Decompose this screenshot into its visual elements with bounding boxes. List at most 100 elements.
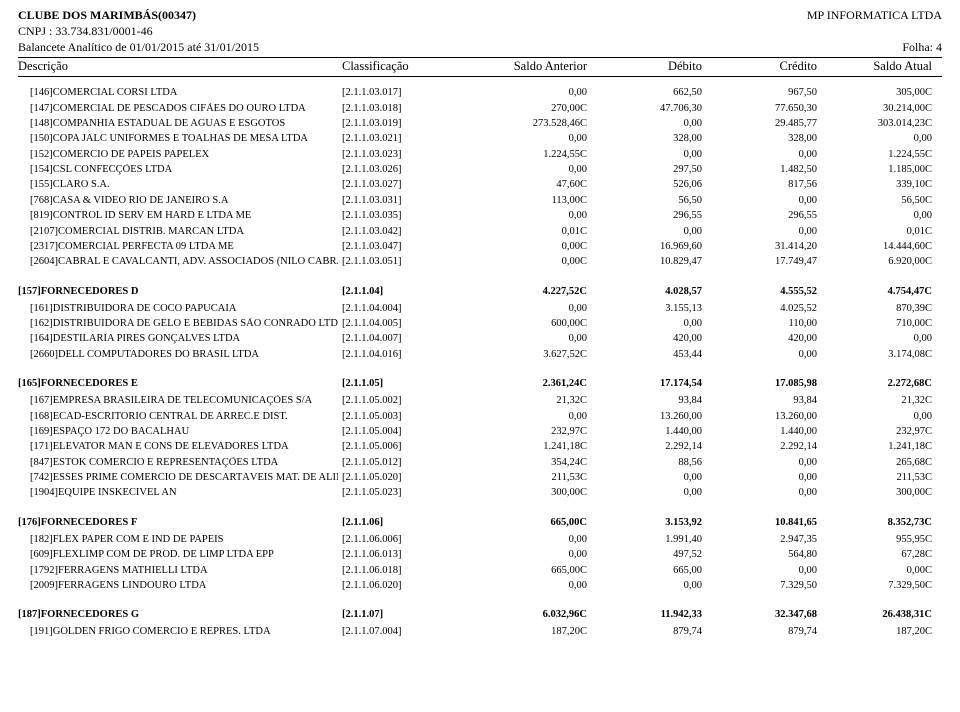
col-credito: Crédito <box>708 59 823 74</box>
cell-saldo-atual: 67,28C <box>823 549 938 560</box>
cell-debito: 453,44 <box>593 349 708 360</box>
cell-credito: 4.555,52 <box>708 286 823 297</box>
cell-saldo-anterior: 6.032,96C <box>478 609 593 620</box>
cell-debito: 17.174,54 <box>593 378 708 389</box>
cell-classificacao: [2.1.1.05.020] <box>338 472 478 483</box>
cell-saldo-anterior: 211,53C <box>478 472 593 483</box>
table-row: [152]COMERCIO DE PAPEIS PAPELEX[2.1.1.03… <box>18 147 942 162</box>
col-saldo-atual: Saldo Atual <box>823 59 938 74</box>
cell-debito: 1.440,00 <box>593 426 708 437</box>
column-header-row: Descrição Classificação Saldo Anterior D… <box>18 59 942 74</box>
table-row: [182]FLEX PAPER COM E IND DE PAPEIS[2.1.… <box>18 532 942 547</box>
cell-saldo-atual: 955,95C <box>823 534 938 545</box>
table-row: [742]ESSES PRIME COMERCIO DE DESCARTÁVEI… <box>18 470 942 485</box>
cell-saldo-anterior: 187,20C <box>478 626 593 637</box>
table-row: [609]FLEXLIMP COM DE PROD. DE LIMP LTDA … <box>18 547 942 562</box>
cell-saldo-atual: 56,50C <box>823 195 938 206</box>
cell-saldo-anterior: 21,32C <box>478 395 593 406</box>
cell-credito: 93,84 <box>708 395 823 406</box>
cell-saldo-atual: 0,00 <box>823 133 938 144</box>
table-row: [768]CASA & VIDEO RIO DE JANEIRO S.A[2.1… <box>18 193 942 208</box>
cell-credito: 420,00 <box>708 333 823 344</box>
cell-saldo-atual: 305,00C <box>823 87 938 98</box>
cell-descricao: [164]DESTILARIA PIRES GONÇALVES LTDA <box>18 333 338 344</box>
cell-credito: 879,74 <box>708 626 823 637</box>
col-classificacao: Classificação <box>338 59 478 74</box>
cell-credito: 0,00 <box>708 457 823 468</box>
cell-saldo-anterior: 0,01C <box>478 226 593 237</box>
table-row: [164]DESTILARIA PIRES GONÇALVES LTDA[2.1… <box>18 331 942 346</box>
group-row: [165]FORNECEDORES E[2.1.1.05]2.361,24C17… <box>18 362 942 393</box>
cell-debito: 3.153,92 <box>593 517 708 528</box>
cell-saldo-atual: 265,68C <box>823 457 938 468</box>
table-row: [169]ESPAÇO 172 DO BACALHAU[2.1.1.05.004… <box>18 424 942 439</box>
col-descricao: Descrição <box>18 59 338 74</box>
cell-credito: 564,80 <box>708 549 823 560</box>
cell-saldo-atual: 0,00 <box>823 210 938 221</box>
cell-classificacao: [2.1.1.03.017] <box>338 87 478 98</box>
cell-classificacao: [2.1.1.03.035] <box>338 210 478 221</box>
table-row: [155]CLARO S.A.[2.1.1.03.027]47,60C526,0… <box>18 177 942 192</box>
col-saldo-anterior: Saldo Anterior <box>478 59 593 74</box>
cell-saldo-atual: 870,39C <box>823 303 938 314</box>
cell-saldo-anterior: 665,00C <box>478 517 593 528</box>
cnpj: CNPJ : 33.734.831/0001-46 <box>18 24 942 39</box>
cell-classificacao: [2.1.1.05.023] <box>338 487 478 498</box>
cell-descricao: [191]GOLDEN FRIGO COMERCIO E REPRES. LTD… <box>18 626 338 637</box>
cell-debito: 297,50 <box>593 164 708 175</box>
cell-saldo-atual: 26.438,31C <box>823 609 938 620</box>
cell-credito: 328,00 <box>708 133 823 144</box>
cell-debito: 0,00 <box>593 226 708 237</box>
cell-saldo-atual: 339,10C <box>823 179 938 190</box>
cell-descricao: [168]ECAD-ESCRITORIO CENTRAL DE ARREC.E … <box>18 411 338 422</box>
cell-saldo-atual: 0,01C <box>823 226 938 237</box>
cell-credito: 2.947,35 <box>708 534 823 545</box>
page-number: Folha: 4 <box>902 40 942 55</box>
cell-descricao: [187]FORNECEDORES G <box>18 609 338 620</box>
cell-descricao: [742]ESSES PRIME COMERCIO DE DESCARTÁVEI… <box>18 472 338 483</box>
cell-credito: 0,00 <box>708 349 823 360</box>
cell-credito: 4.025,52 <box>708 303 823 314</box>
cell-credito: 77.650,30 <box>708 103 823 114</box>
cell-saldo-anterior: 354,24C <box>478 457 593 468</box>
cell-classificacao: [2.1.1.05.006] <box>338 441 478 452</box>
table-row: [147]COMERCIAL DE PESCADOS CIFÃES DO OUR… <box>18 100 942 115</box>
cell-saldo-anterior: 665,00C <box>478 565 593 576</box>
cell-saldo-anterior: 0,00 <box>478 210 593 221</box>
vendor-name: MP INFORMATICA LTDA <box>807 8 942 23</box>
table-row: [2604]CABRAL E CAVALCANTI, ADV. ASSOCIAD… <box>18 254 942 269</box>
cell-credito: 0,00 <box>708 487 823 498</box>
cell-classificacao: [2.1.1.05.002] <box>338 395 478 406</box>
cell-saldo-anterior: 0,00 <box>478 549 593 560</box>
cell-descricao: [148]COMPANHIA ESTADUAL DE AGUAS E ESGOT… <box>18 118 338 129</box>
cell-classificacao: [2.1.1.07.004] <box>338 626 478 637</box>
cell-classificacao: [2.1.1.03.047] <box>338 241 478 252</box>
column-headers: Descrição Classificação Saldo Anterior D… <box>18 58 942 77</box>
table-row: [154]CSL CONFECÇÕES LTDA[2.1.1.03.026]0,… <box>18 162 942 177</box>
report-body: [146]COMERCIAL CORSI LTDA[2.1.1.03.017]0… <box>18 77 942 640</box>
table-row: [1904]EQUIPE INSKECIVEL AN[2.1.1.05.023]… <box>18 485 942 500</box>
cell-descricao: [157]FORNECEDORES D <box>18 286 338 297</box>
cell-descricao: [2604]CABRAL E CAVALCANTI, ADV. ASSOCIAD… <box>18 256 338 267</box>
cell-saldo-anterior: 113,00C <box>478 195 593 206</box>
cell-classificacao: [2.1.1.05] <box>338 378 478 389</box>
cell-debito: 13.260,00 <box>593 411 708 422</box>
cell-debito: 0,00 <box>593 580 708 591</box>
cell-classificacao: [2.1.1.03.031] <box>338 195 478 206</box>
cell-saldo-atual: 0,00C <box>823 565 938 576</box>
table-row: [2660]DELL COMPUTADORES DO BRASIL LTDA[2… <box>18 347 942 362</box>
cell-debito: 1.991,40 <box>593 534 708 545</box>
cell-saldo-atual: 3.174,08C <box>823 349 938 360</box>
cell-credito: 0,00 <box>708 472 823 483</box>
group-row: [187]FORNECEDORES G[2.1.1.07]6.032,96C11… <box>18 593 942 624</box>
cell-debito: 0,00 <box>593 318 708 329</box>
cell-descricao: [165]FORNECEDORES E <box>18 378 338 389</box>
cell-classificacao: [2.1.1.06.018] <box>338 565 478 576</box>
cell-saldo-atual: 303.014,23C <box>823 118 938 129</box>
cell-descricao: [768]CASA & VIDEO RIO DE JANEIRO S.A <box>18 195 338 206</box>
cell-saldo-anterior: 600,00C <box>478 318 593 329</box>
cell-saldo-atual: 1.241,18C <box>823 441 938 452</box>
cell-credito: 967,50 <box>708 87 823 98</box>
cell-saldo-atual: 21,32C <box>823 395 938 406</box>
cell-credito: 0,00 <box>708 149 823 160</box>
